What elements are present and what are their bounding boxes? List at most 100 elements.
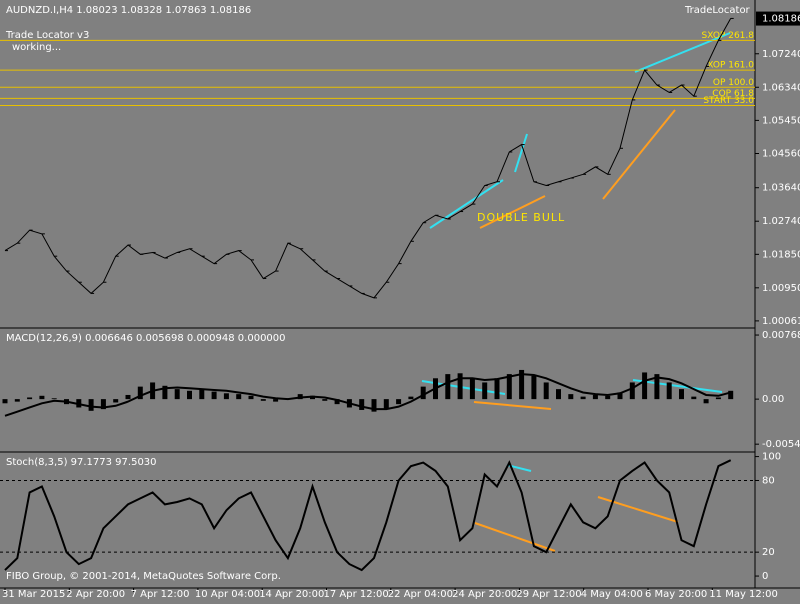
- macd-bar: [322, 399, 328, 401]
- macd-bar: [506, 374, 512, 400]
- macd-bar: [383, 399, 389, 410]
- macd-bar: [39, 395, 45, 400]
- macd-bar: [617, 392, 623, 400]
- y-tick-label: 1.03640: [762, 183, 800, 194]
- fib-level-label: COP 61.8: [712, 89, 754, 99]
- y-tick-label: 100: [762, 452, 781, 463]
- y-tick-label: 1.05450: [762, 115, 800, 126]
- macd-bar: [679, 389, 684, 400]
- x-tick-label: 17 Apr 12:00: [324, 589, 389, 600]
- macd-bar: [211, 391, 217, 400]
- y-tick-label: 1.04560: [762, 148, 800, 159]
- y-tick-label: 1.00950: [762, 283, 800, 294]
- macd-bar: [642, 372, 648, 400]
- x-tick-label: 29 Apr 12:00: [516, 589, 581, 600]
- symbol-header: AUDNZD.I,H4 1.08023 1.08328 1.07863 1.08…: [6, 5, 251, 16]
- macd-bar: [14, 399, 20, 402]
- macd-bar: [27, 397, 33, 400]
- y-tick-label: 1.07240: [762, 49, 800, 60]
- macd-bar: [396, 399, 402, 405]
- macd-bar: [556, 389, 561, 400]
- macd-bar: [408, 396, 414, 400]
- macd-bar: [654, 374, 660, 400]
- fib-level-label: OP 100.0: [713, 78, 754, 88]
- macd-bar: [420, 386, 426, 400]
- macd-bar: [359, 399, 365, 410]
- macd-bar: [162, 385, 168, 400]
- macd-bar: [273, 399, 279, 402]
- y-tick-label: 1.00061: [762, 316, 800, 327]
- fib-level-label: START 33.0: [703, 96, 754, 106]
- macd-bar: [137, 386, 143, 400]
- macd-bar: [691, 396, 697, 400]
- macd-bar: [703, 399, 709, 404]
- y-tick-label: 1.01850: [762, 249, 800, 260]
- fib-level-label: SXOP 261.8: [702, 31, 755, 41]
- x-tick-label: 11 May 12:00: [709, 589, 778, 600]
- macd-title: MACD(12,26,9) 0.006646 0.005698 0.000948…: [6, 333, 286, 344]
- price-line: [4, 18, 732, 299]
- indicator-status: working...: [12, 42, 61, 53]
- macd-bar: [666, 382, 672, 400]
- y-tick-label: 0.00: [762, 394, 784, 405]
- macd-bar: [51, 398, 57, 400]
- x-tick-label: 22 Apr 04:00: [388, 589, 453, 600]
- macd-bar: [125, 394, 131, 400]
- macd-bar: [592, 394, 598, 400]
- x-tick-label: 24 Apr 20:00: [452, 589, 517, 600]
- macd-bar: [371, 399, 377, 412]
- y-tick-label: 20: [762, 547, 775, 558]
- y-tick-label: 0.007686: [762, 330, 800, 341]
- x-tick-label: 6 May 20:00: [645, 589, 707, 600]
- macd-bar: [728, 390, 734, 400]
- y-tick-label: 0: [762, 571, 768, 582]
- fib-level-label: XOP 161.0: [707, 61, 754, 71]
- macd-bar: [519, 369, 525, 400]
- stoch-title: Stoch(8,3,5) 97.1773 97.5030: [6, 457, 157, 468]
- macd-bar: [113, 399, 119, 403]
- stoch-line: [4, 459, 732, 572]
- x-tick-label: 10 Apr 04:00: [195, 589, 260, 600]
- last-price-label: 1.08186: [762, 14, 800, 25]
- macd-bar: [88, 399, 94, 411]
- macd-bar: [568, 394, 574, 400]
- macd-bar: [482, 382, 488, 400]
- annotation-lines: [421, 32, 731, 552]
- x-tick-label: 7 Apr 12:00: [131, 589, 190, 600]
- macd-bar: [334, 399, 340, 405]
- macd-signal-line: [4, 373, 731, 417]
- y-tick-label: 80: [762, 475, 775, 486]
- macd-bar: [100, 399, 106, 410]
- macd-bar: [543, 382, 549, 400]
- macd-bar: [187, 390, 192, 400]
- x-tick-label: 31 Mar 2015: [2, 589, 65, 600]
- y-tick-label: 1.06340: [762, 82, 800, 93]
- macd-bar: [248, 395, 254, 400]
- macd-bar: [2, 399, 8, 404]
- macd-bar: [223, 393, 229, 400]
- macd-bar: [531, 375, 537, 400]
- last-price-box: [756, 11, 800, 26]
- macd-bar: [580, 396, 586, 400]
- macd-bar: [260, 399, 266, 401]
- macd-bar: [236, 394, 242, 400]
- copyright: FIBO Group, © 2001-2014, MetaQuotes Soft…: [6, 571, 281, 582]
- macd-bar: [469, 378, 475, 400]
- indicator-name: Trade Locator v3: [5, 30, 89, 41]
- corner-label: TradeLocator: [684, 5, 751, 16]
- macd-bar: [494, 378, 500, 400]
- macd-bar: [457, 373, 463, 400]
- macd-bar: [174, 389, 180, 400]
- macd-bar: [715, 397, 721, 400]
- y-tick-label: 1.02740: [762, 216, 800, 227]
- macd-bar: [199, 389, 205, 400]
- macd-bar: [445, 374, 451, 400]
- x-tick-label: 4 May 04:00: [581, 589, 643, 600]
- pattern-annotation: DOUBLE BULL: [477, 211, 565, 224]
- macd-bar: [629, 382, 635, 400]
- x-tick-label: 14 Apr 20:00: [259, 589, 324, 600]
- macd-bar: [605, 395, 611, 400]
- y-tick-label: -0.005401: [762, 439, 800, 450]
- x-tick-label: 2 Apr 20:00: [66, 589, 125, 600]
